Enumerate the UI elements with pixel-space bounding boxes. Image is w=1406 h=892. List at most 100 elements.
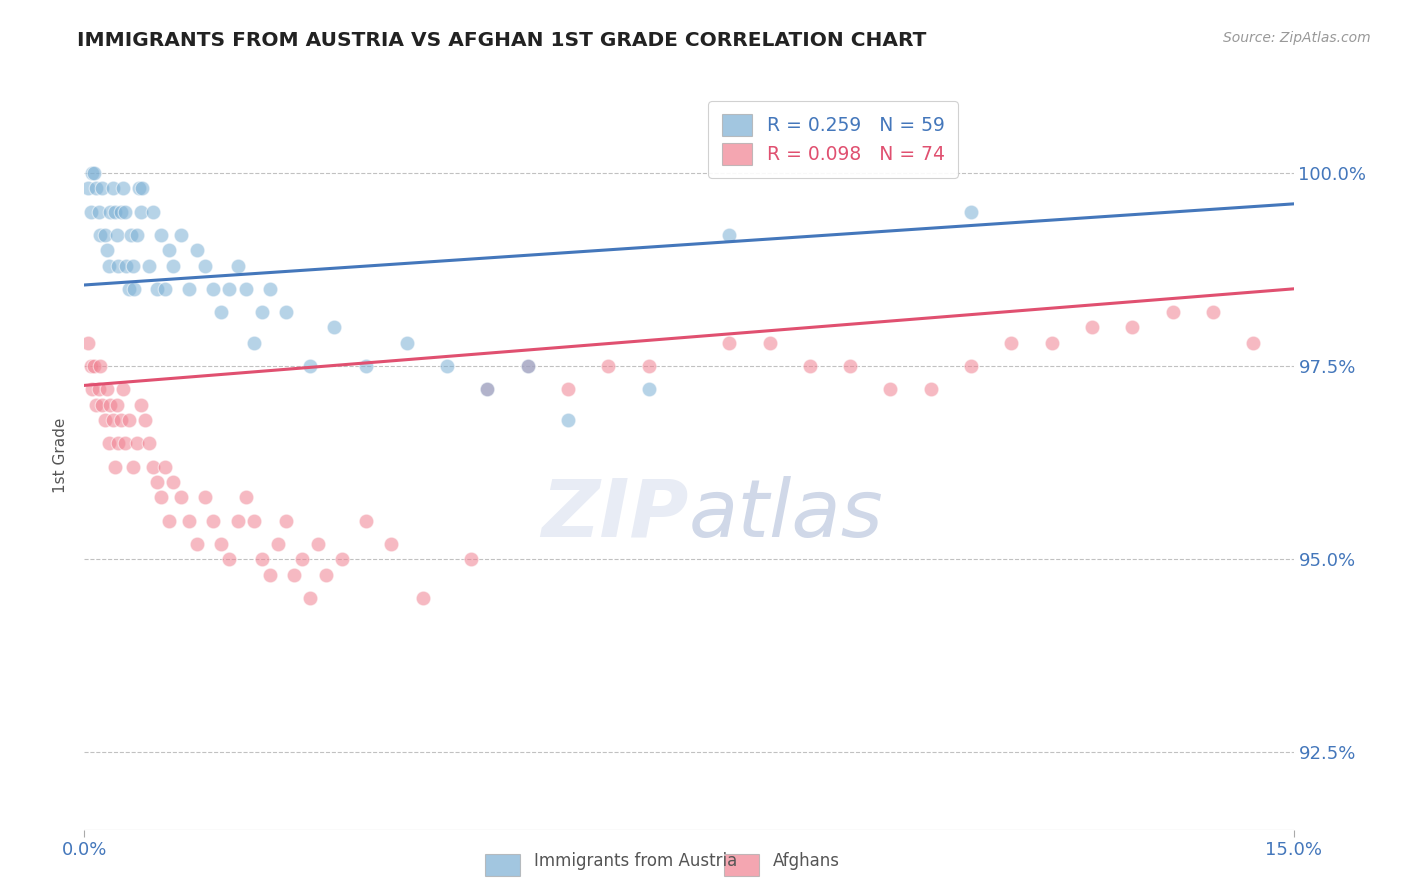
- Point: [242, 335, 264, 350]
- Point: [170, 227, 193, 242]
- Point: [110, 413, 132, 427]
- Point: [1000, 335, 1022, 350]
- Point: [194, 259, 217, 273]
- Point: [107, 259, 129, 273]
- Text: ZIP: ZIP: [541, 475, 689, 554]
- Point: [162, 259, 184, 273]
- Point: [153, 282, 176, 296]
- Point: [235, 282, 257, 296]
- Point: [299, 359, 322, 373]
- Point: [87, 204, 110, 219]
- Point: [105, 227, 128, 242]
- Point: [267, 537, 290, 551]
- Point: [112, 382, 135, 396]
- Point: [1121, 320, 1143, 334]
- Point: [98, 398, 121, 412]
- Point: [436, 359, 458, 373]
- Point: [134, 413, 156, 427]
- Point: [101, 413, 124, 427]
- Text: IMMIGRANTS FROM AUSTRIA VS AFGHAN 1ST GRADE CORRELATION CHART: IMMIGRANTS FROM AUSTRIA VS AFGHAN 1ST GR…: [77, 31, 927, 50]
- Point: [118, 413, 141, 427]
- Point: [138, 436, 160, 450]
- Point: [118, 282, 141, 296]
- Text: Afghans: Afghans: [773, 852, 841, 870]
- Point: [1081, 320, 1104, 334]
- Point: [115, 259, 138, 273]
- Point: [598, 359, 620, 373]
- Point: [86, 398, 108, 412]
- Point: [380, 537, 402, 551]
- Point: [637, 359, 659, 373]
- Point: [86, 181, 108, 195]
- Point: [242, 514, 264, 528]
- Point: [101, 181, 124, 195]
- Point: [91, 181, 114, 195]
- Point: [960, 204, 983, 219]
- Point: [194, 491, 217, 505]
- Point: [1040, 335, 1063, 350]
- Point: [250, 552, 273, 566]
- Point: [96, 244, 118, 258]
- Point: [226, 259, 249, 273]
- Point: [330, 552, 353, 566]
- Point: [125, 436, 148, 450]
- Point: [1161, 305, 1184, 319]
- Text: atlas: atlas: [689, 475, 884, 554]
- Point: [146, 475, 169, 489]
- Point: [149, 491, 172, 505]
- Point: [637, 382, 659, 396]
- Point: [186, 244, 208, 258]
- Point: [250, 305, 273, 319]
- Point: [120, 227, 142, 242]
- Point: [80, 204, 103, 219]
- Point: [202, 282, 225, 296]
- Point: [799, 359, 821, 373]
- Point: [162, 475, 184, 489]
- Point: [879, 382, 901, 396]
- Point: [129, 204, 152, 219]
- Point: [218, 282, 240, 296]
- Point: [114, 204, 136, 219]
- Point: [80, 359, 103, 373]
- Point: [516, 359, 538, 373]
- Point: [105, 398, 128, 412]
- Point: [149, 227, 172, 242]
- Point: [97, 436, 120, 450]
- Point: [89, 359, 111, 373]
- Point: [218, 552, 240, 566]
- Point: [1241, 335, 1264, 350]
- Point: [259, 282, 281, 296]
- Point: [98, 204, 121, 219]
- Point: [125, 227, 148, 242]
- Point: [395, 335, 418, 350]
- Point: [460, 552, 482, 566]
- Point: [142, 204, 165, 219]
- Point: [93, 227, 115, 242]
- Point: [97, 259, 120, 273]
- Point: [170, 491, 193, 505]
- Point: [356, 514, 378, 528]
- Point: [87, 382, 110, 396]
- Point: [179, 514, 201, 528]
- Point: [557, 413, 579, 427]
- Point: [107, 436, 129, 450]
- Point: [516, 359, 538, 373]
- Point: [112, 181, 135, 195]
- Point: [299, 591, 322, 605]
- Point: [91, 398, 114, 412]
- Point: [920, 382, 942, 396]
- Point: [96, 382, 118, 396]
- Point: [89, 227, 111, 242]
- Point: [104, 459, 127, 474]
- Point: [157, 514, 180, 528]
- Point: [315, 567, 337, 582]
- Point: [104, 204, 127, 219]
- Point: [477, 382, 499, 396]
- Point: [131, 181, 153, 195]
- Point: [179, 282, 201, 296]
- Point: [226, 514, 249, 528]
- Point: [477, 382, 499, 396]
- Point: [1202, 305, 1225, 319]
- Point: [323, 320, 346, 334]
- Point: [82, 382, 104, 396]
